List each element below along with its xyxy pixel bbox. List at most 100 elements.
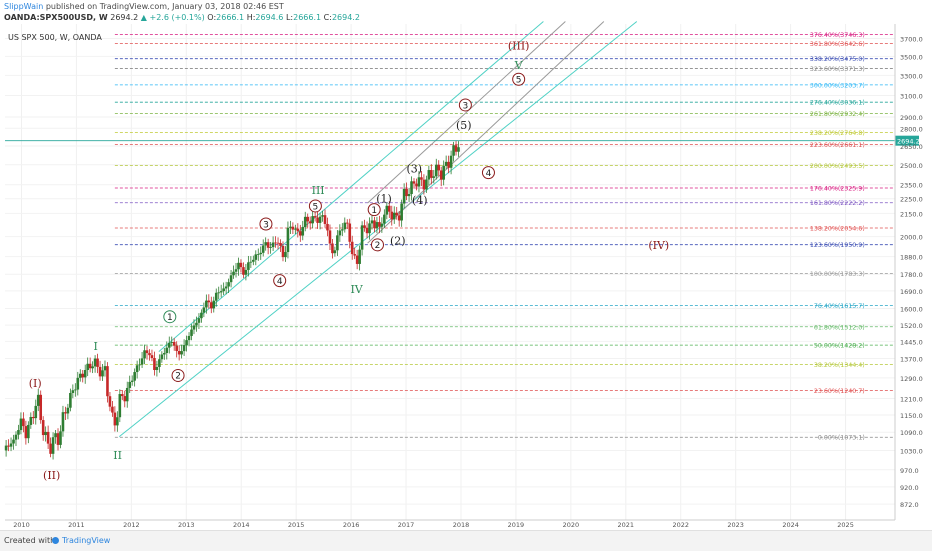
time-tick-label: 2018 xyxy=(453,521,470,529)
candle-body xyxy=(185,340,188,346)
candle-body xyxy=(410,181,413,195)
time-tick-label: 2011 xyxy=(68,521,85,529)
grid-lines xyxy=(5,24,895,520)
candle-body xyxy=(234,269,238,272)
wave-label: 2 xyxy=(175,372,181,382)
candle-body xyxy=(323,215,327,224)
candle-body xyxy=(202,307,206,313)
wave-label-circle xyxy=(171,368,185,382)
candle-body xyxy=(98,366,102,377)
candle-body xyxy=(229,275,233,283)
author-link[interactable]: SlippWain xyxy=(4,2,44,11)
candle-body xyxy=(402,188,406,204)
price-change: ▲ +2.6 (+0.1%) xyxy=(140,13,205,22)
candle-body xyxy=(51,437,55,454)
wave-label: (4) xyxy=(412,194,428,207)
fib-level-label: 0.00%(1073.1) xyxy=(818,435,865,442)
candle-body xyxy=(378,222,381,227)
candle-body xyxy=(261,245,265,253)
close-label: C: xyxy=(323,13,332,22)
wave-label: 3 xyxy=(263,220,269,230)
candle-body xyxy=(135,365,139,373)
symbol-label: OANDA:SPX500USD, W xyxy=(4,13,108,22)
fib-level-label: 376.40%(3746.3) xyxy=(810,32,865,39)
price-tick-label: 1520.0 xyxy=(900,322,923,330)
tradingview-link[interactable]: TradingView xyxy=(62,536,111,545)
price-tick-label: 3300.0 xyxy=(900,72,923,80)
candle-body xyxy=(331,243,334,254)
candle-body xyxy=(276,242,280,244)
fib-level-label: 76.40%(1615.7) xyxy=(814,303,865,310)
wave-label: V xyxy=(514,59,524,72)
fib-level-label: 323.60%(3371.3) xyxy=(810,66,865,73)
time-tick-label: 2012 xyxy=(123,521,140,529)
candle-body xyxy=(4,445,8,451)
ohlc-line: OANDA:SPX500USD, W 2694.2 ▲ +2.6 (+0.1%)… xyxy=(4,13,360,22)
fib-level-label: 138.20%(2054.6) xyxy=(810,225,865,232)
wave-label-circle xyxy=(512,72,526,86)
candle-body xyxy=(125,387,129,402)
candle-body xyxy=(321,215,324,217)
wave-label: II xyxy=(113,449,122,462)
candle-body xyxy=(88,363,92,369)
candle-body xyxy=(59,431,62,445)
candle-body xyxy=(66,407,70,414)
tradingview-logo-icon xyxy=(52,537,59,544)
candle-body xyxy=(326,223,329,231)
candle-body xyxy=(91,366,94,369)
candle-body xyxy=(301,227,305,236)
candle-body xyxy=(373,220,376,229)
candle-body xyxy=(74,389,77,391)
candle-body xyxy=(56,433,60,445)
candle-body xyxy=(296,228,300,232)
fib-level-label: 338.20%(3475.0) xyxy=(810,56,865,63)
time-tick-label: 2010 xyxy=(13,521,30,529)
open-label: O: xyxy=(207,13,217,22)
candle-body xyxy=(316,217,319,223)
candle-body xyxy=(247,262,250,270)
candle-body xyxy=(175,345,178,351)
candle-body xyxy=(41,420,45,436)
price-tick-label: 1290.0 xyxy=(900,375,923,383)
candle-body xyxy=(227,282,230,287)
candle-body xyxy=(29,416,33,425)
wave-label: I xyxy=(93,340,97,353)
candle-body xyxy=(103,366,107,371)
candle-body xyxy=(81,373,85,378)
candle-body xyxy=(163,353,166,355)
candle-body xyxy=(17,430,20,435)
fib-level-label: 300.00%(3203.7) xyxy=(810,82,865,89)
candle-body xyxy=(358,249,361,264)
time-tick-label: 2015 xyxy=(288,521,305,529)
candle-body xyxy=(7,445,10,447)
candle-body xyxy=(328,230,332,244)
candle-body xyxy=(180,351,183,355)
fib-level-label: 123.60%(1950.9) xyxy=(810,242,865,249)
fib-level-label: 361.80%(3642.6) xyxy=(810,41,865,48)
price-tick-label: 1370.0 xyxy=(900,356,923,364)
candle-body xyxy=(434,164,438,177)
wave-label-circle xyxy=(458,98,472,112)
candle-body xyxy=(195,322,198,326)
candle-body xyxy=(36,394,40,406)
wave-label: (IV) xyxy=(648,239,669,252)
fib-level-label: 61.80%(1512.0) xyxy=(814,324,865,331)
candle-body xyxy=(274,242,277,244)
channel-line xyxy=(158,21,544,352)
price-tick-label: 1090.0 xyxy=(900,429,923,437)
candle-body xyxy=(150,355,154,359)
price-tick-label: 872.0 xyxy=(900,501,919,509)
candle-body xyxy=(9,443,13,447)
price-tick-label: 2150.0 xyxy=(900,210,923,218)
candle-body xyxy=(145,350,149,354)
wave-label-circle xyxy=(481,166,495,180)
wave-label: (3) xyxy=(406,163,422,176)
candle-body xyxy=(242,267,245,275)
price-tick-label: 2000.0 xyxy=(900,234,923,242)
candle-body xyxy=(254,254,258,260)
fib-level-label: 276.40%(3036.1) xyxy=(810,100,865,107)
candle-body xyxy=(69,392,72,408)
candle-body xyxy=(14,434,18,440)
time-tick-label: 2019 xyxy=(508,521,525,529)
